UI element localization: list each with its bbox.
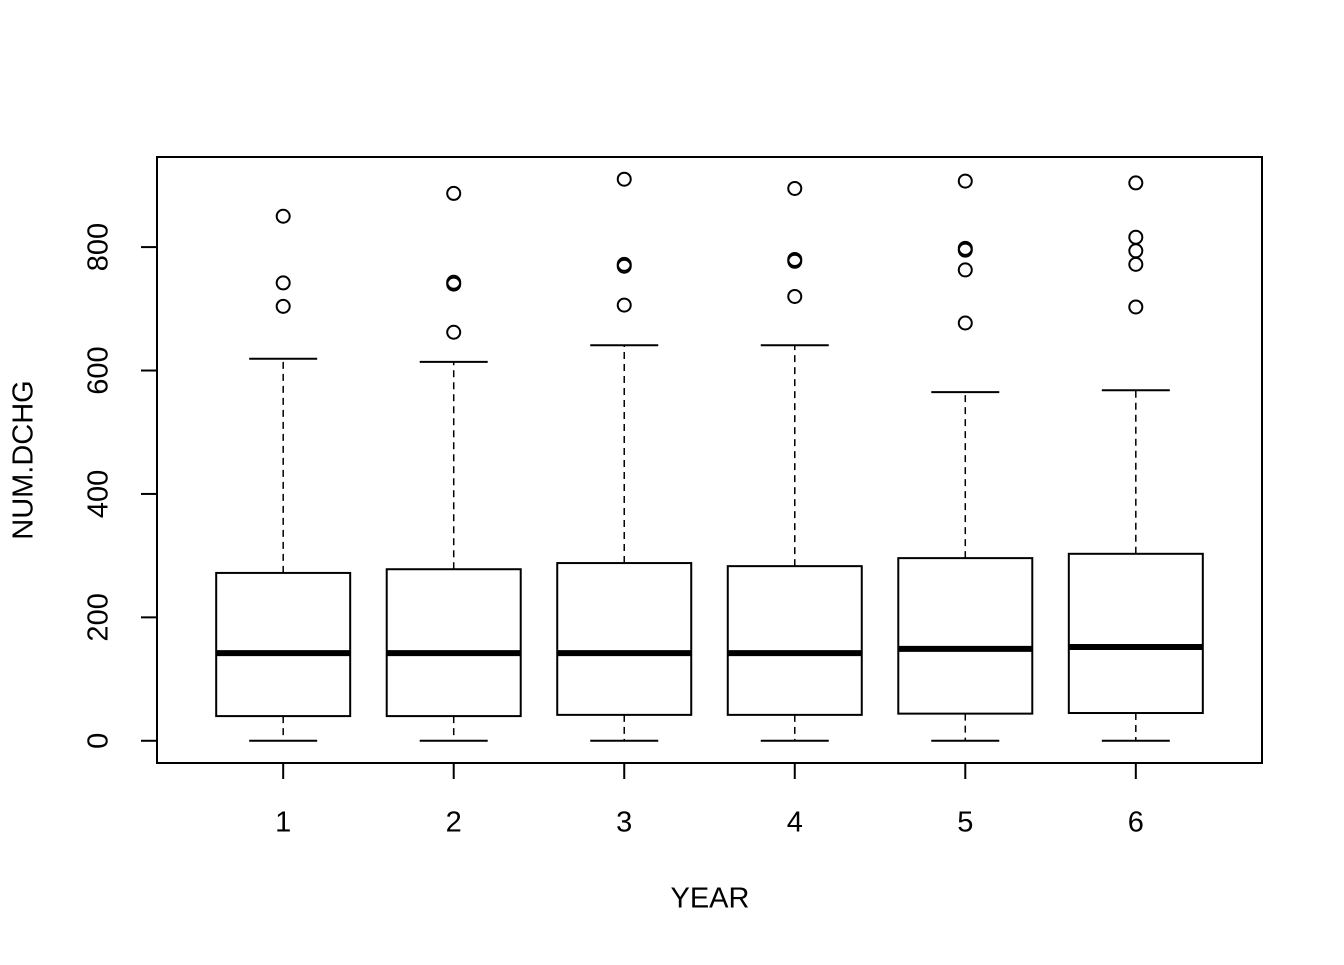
x-axis-label: YEAR [671,883,750,915]
y-axis-label: NUM.DCHG [8,380,40,540]
outlier [787,180,803,196]
x-tick-label: 1 [275,807,291,839]
outlier [1128,229,1144,245]
box [897,557,1034,715]
y-tick-label: 200 [83,593,115,641]
outlier [616,171,632,187]
plot-frame [156,156,1263,764]
outlier [957,315,973,331]
outlier [1128,299,1144,315]
outlier [957,262,973,278]
outlier [446,185,462,201]
y-tick-label: 0 [83,733,115,749]
box [215,571,352,718]
y-tick-label: 600 [83,346,115,394]
box [385,568,522,718]
box [726,565,863,716]
outlier [787,288,803,304]
y-tick-label: 800 [83,223,115,271]
outlier [616,258,632,274]
outlier [275,275,291,291]
outlier [275,298,291,314]
outlier [616,297,632,313]
x-tick-label: 2 [446,807,462,839]
outlier [957,242,973,258]
outlier [1128,256,1144,272]
outlier [787,253,803,269]
outlier [1128,175,1144,191]
outlier [1128,243,1144,259]
outlier [275,208,291,224]
x-tick-label: 6 [1128,807,1144,839]
y-tick-label: 400 [83,470,115,518]
box [556,562,693,716]
outlier [446,324,462,340]
outlier [957,173,973,189]
x-tick-label: 4 [787,807,803,839]
x-tick-label: 5 [957,807,973,839]
outlier [446,276,462,292]
x-tick-label: 3 [616,807,632,839]
box [1067,552,1204,715]
